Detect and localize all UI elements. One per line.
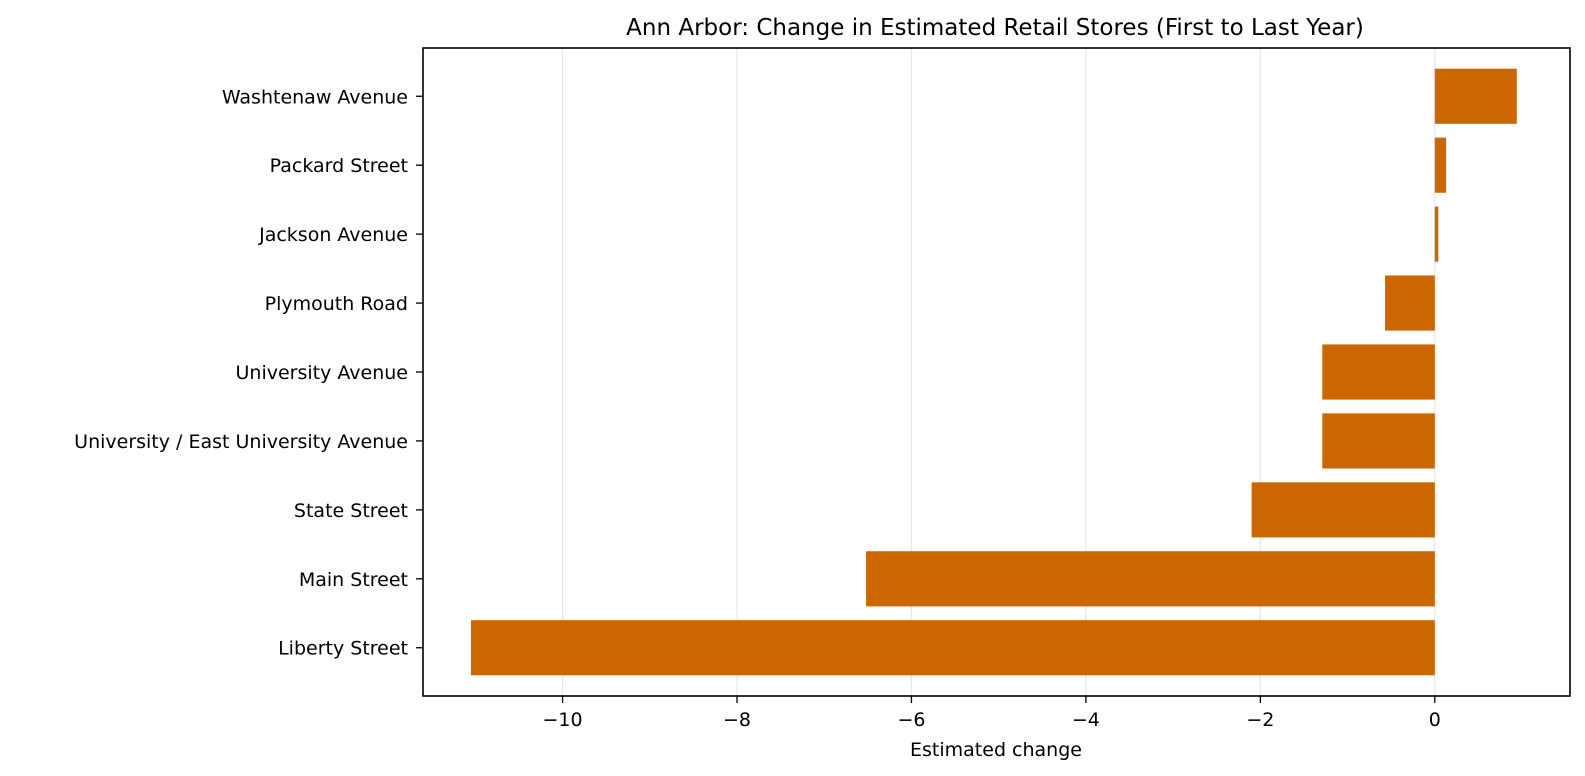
bar	[866, 551, 1435, 607]
bar	[1434, 206, 1439, 262]
y-tick-label: Plymouth Road	[265, 293, 408, 315]
y-tick-label: Packard Street	[270, 155, 408, 177]
bar	[1434, 137, 1447, 193]
x-axis-label: Estimated change	[910, 739, 1082, 761]
bar	[1434, 68, 1517, 124]
chart-title: Ann Arbor: Change in Estimated Retail St…	[626, 15, 1364, 41]
bar	[1251, 482, 1435, 538]
x-tick-label: −2	[1246, 709, 1274, 731]
y-tick-label: Jackson Avenue	[258, 224, 408, 246]
bars	[470, 68, 1517, 676]
x-tick-label: −8	[723, 709, 751, 731]
y-tick-label: Liberty Street	[278, 638, 408, 660]
bar	[1322, 413, 1435, 469]
bar	[470, 620, 1435, 676]
bar	[1385, 275, 1435, 331]
x-tick-label: 0	[1429, 709, 1441, 731]
y-tick-label: University Avenue	[236, 362, 408, 384]
x-axis: −10 −8 −6 −4 −2 0	[543, 696, 1441, 731]
x-tick-label: −10	[543, 709, 583, 731]
y-tick-label: Main Street	[299, 569, 408, 591]
y-tick-label: University / East University Avenue	[74, 431, 408, 453]
y-tick-label: State Street	[294, 500, 408, 522]
bar	[1322, 344, 1435, 400]
y-axis: Liberty Street Main Street State Street Uni…	[74, 86, 423, 660]
y-tick-label: Washtenaw Avenue	[222, 86, 408, 108]
x-tick-label: −4	[1072, 709, 1100, 731]
x-tick-label: −6	[897, 709, 925, 731]
